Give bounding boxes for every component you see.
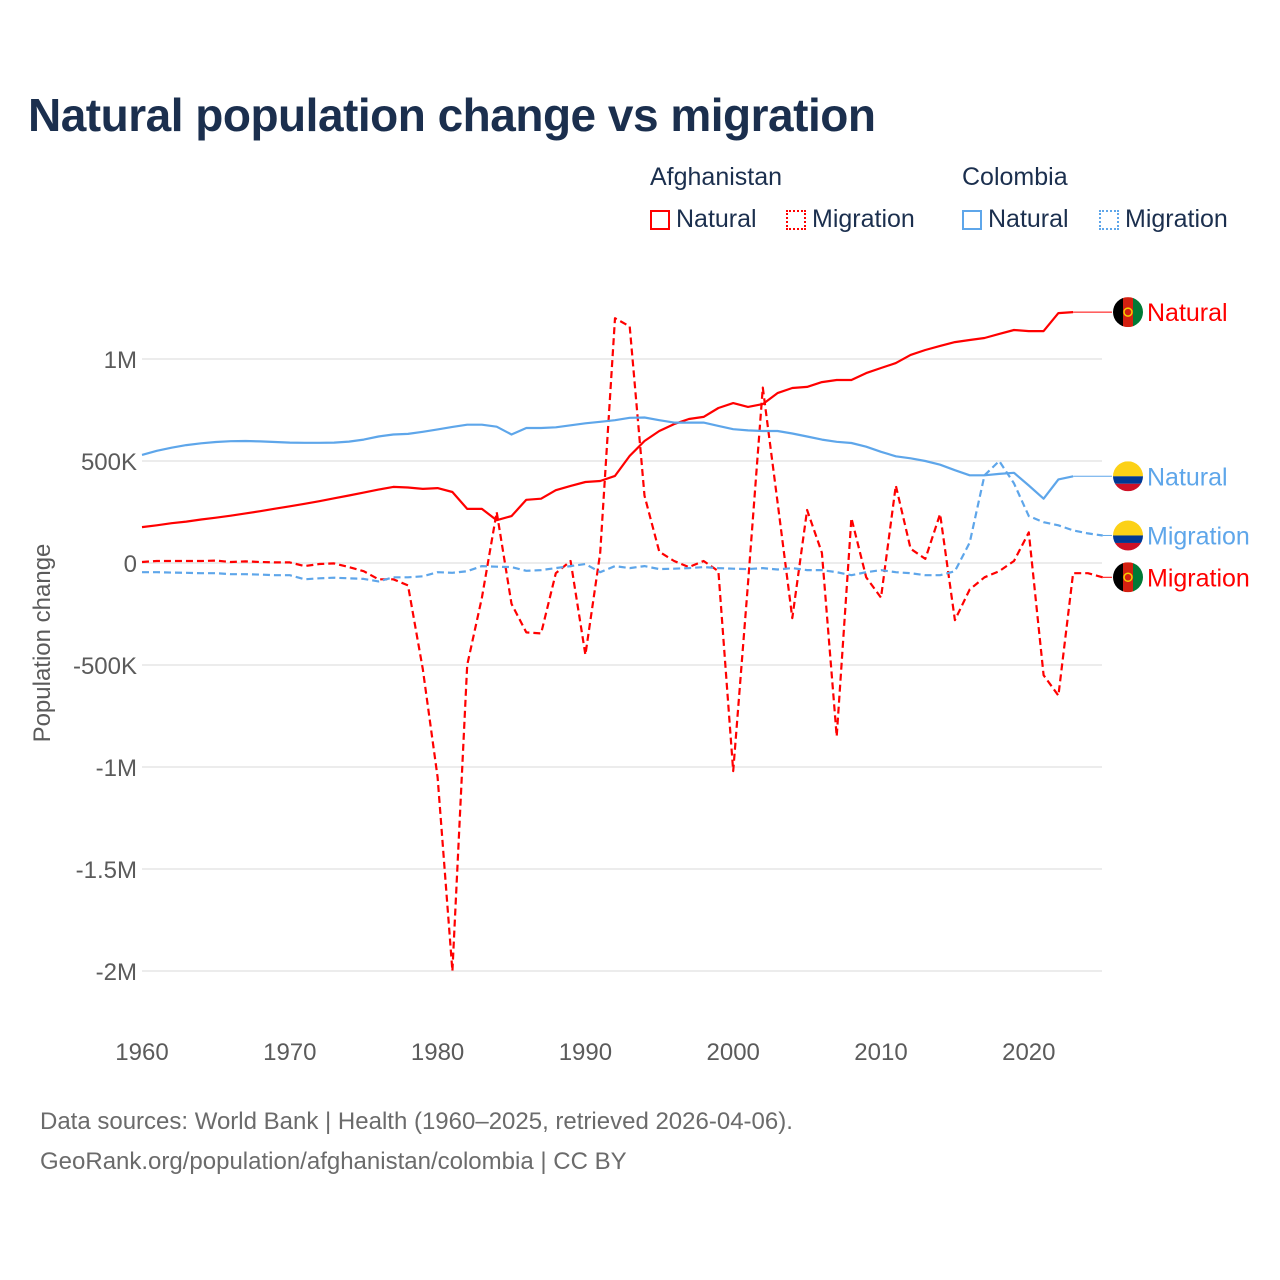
x-tick-label: 2010 (854, 1039, 907, 1066)
y-tick-label: 0 (124, 551, 137, 578)
y-tick-label: -1.5M (76, 857, 137, 884)
legend-swatch-solid-icon (650, 209, 670, 230)
legend-label: Natural (988, 205, 1069, 233)
series-line-afghanistan-natural (141, 311, 1074, 529)
y-tick-label: -1M (96, 755, 137, 782)
x-tick-label: 2020 (1002, 1039, 1055, 1066)
y-tick-label: -500K (73, 653, 137, 680)
legend-group-colombia: Colombia (962, 163, 1068, 191)
legend-label: Migration (812, 205, 915, 233)
end-label-colombia-migration: Migration (1147, 522, 1250, 550)
legend-label: Natural (676, 205, 757, 233)
end-label-afghanistan-natural: Natural (1147, 299, 1228, 327)
afghanistan-flag-icon (1113, 297, 1143, 328)
x-tick-label: 1990 (559, 1039, 612, 1066)
legend-colombia-migration[interactable]: Migration (1099, 205, 1228, 234)
y-axis-label: Population change (29, 544, 56, 743)
x-tick-label: 1960 (115, 1039, 168, 1066)
series-line-colombia-natural (141, 416, 1074, 500)
footer-sources: Data sources: World Bank | Health (1960–… (40, 1108, 793, 1135)
legend-colombia-natural[interactable]: Natural (962, 205, 1069, 234)
legend-afghanistan-migration[interactable]: Migration (786, 205, 915, 234)
legend-label: Migration (1125, 205, 1228, 233)
colombia-flag-icon (1113, 520, 1143, 551)
legend-afghanistan-natural[interactable]: Natural (650, 205, 757, 234)
footer-link[interactable]: GeoRank.org/population/afghanistan/colom… (40, 1148, 627, 1175)
y-tick-label: 500K (81, 449, 137, 476)
series-line-afghanistan-migration (141, 317, 1103, 973)
end-label-colombia-natural: Natural (1147, 463, 1228, 491)
x-tick-label: 1980 (411, 1039, 464, 1066)
legend-swatch-dotted-icon (786, 209, 806, 230)
series-line-colombia-migration (142, 459, 1103, 583)
chart-title: Natural population change vs migration (28, 89, 876, 141)
y-tick-label: 1M (104, 347, 137, 374)
end-label-afghanistan-migration: Migration (1147, 564, 1250, 592)
x-tick-label: 2000 (707, 1039, 760, 1066)
y-tick-label: -2M (96, 959, 137, 986)
colombia-flag-icon (1113, 461, 1143, 492)
legend-swatch-solid-icon (962, 209, 982, 230)
afghanistan-flag-icon (1113, 562, 1143, 593)
legend-group-afghanistan: Afghanistan (650, 163, 783, 191)
legend-swatch-dotted-icon (1099, 209, 1119, 230)
x-tick-label: 1970 (263, 1039, 316, 1066)
